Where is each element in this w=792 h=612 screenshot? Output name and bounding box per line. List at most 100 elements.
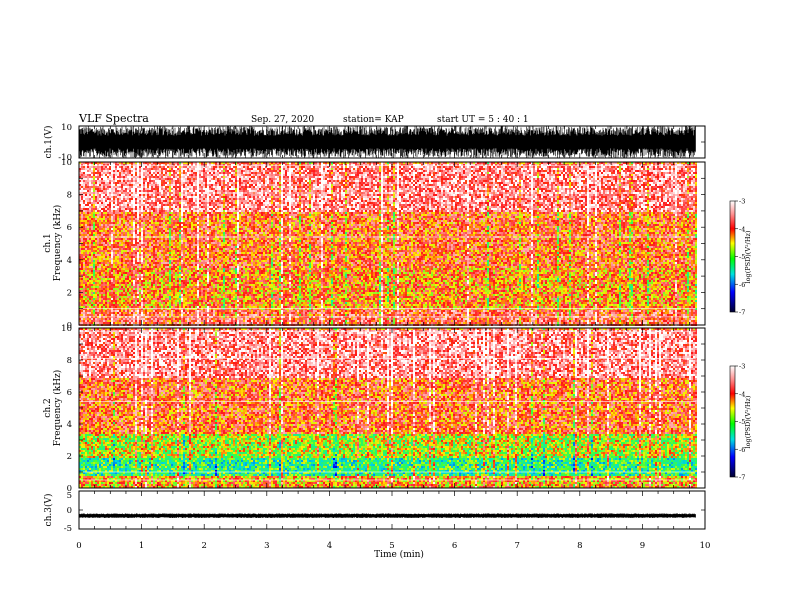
ch1-spectrogram-cells: [345, 238, 347, 240]
ch2-spectrogram-cells: [681, 472, 683, 474]
ch1-spectrogram-cells: [271, 258, 273, 260]
ch2-spectrogram-cells: [335, 462, 337, 464]
ch2-spectrogram-cells: [105, 330, 685, 448]
ch2-spectrogram-cells: [83, 380, 687, 488]
start-time-label: start UT = 5 : 40 : 1: [437, 115, 529, 125]
time-axis-tick-label: 6: [452, 541, 457, 551]
ch2-spectrogram-cells: [261, 462, 277, 466]
ch1-spectrogram-cells: [387, 288, 389, 290]
ch1-spectrogram-cells: [235, 270, 237, 272]
ch3-waveform-trace: [79, 513, 696, 518]
ch1-spectrogram-cells: [169, 278, 171, 280]
ch2-spectrogram-cells: [333, 462, 335, 464]
ch2-spectrogram-cells: [113, 458, 115, 460]
ch2-spectrogram-ticks: [78, 327, 706, 489]
ch2-spectrogram-cells: [571, 466, 573, 468]
ch1-colorbar-label: log(PSD)(V²/Hz): [744, 230, 752, 283]
ch2-spectrogram-cells: [335, 474, 337, 476]
ch1-spectrogram-yticklabels: 0 2 4 6 8 10: [61, 158, 72, 331]
ch1-spectrogram-cells: [93, 214, 95, 216]
ch1-spectrogram-cells: [271, 278, 273, 280]
ch1-spectrogram-cells: [79, 162, 675, 324]
ch2-spectrogram-cells: [333, 402, 335, 404]
ch1-spectrogram-cells: [629, 250, 631, 252]
ch1-waveform-panel: 10 -10 ch.1(V): [43, 123, 706, 163]
ch2-spectrogram-cells: [99, 328, 697, 456]
ch2-spectrogram-cells: [113, 434, 639, 478]
ch1-spectrogram-cells: [91, 162, 691, 326]
ch2-colorbar-tick-label: -3: [739, 363, 745, 371]
ch3-ytick-bottom: -5: [64, 524, 72, 534]
ch2-spectrogram-cells: [337, 474, 339, 476]
ch2-spectrogram-cells: [591, 472, 593, 474]
ch1-spectrogram-cells: [387, 284, 389, 286]
ch2-spectrogram-cells: [335, 472, 337, 474]
ch1-colorbar-ticks: -3 -4 -5 -6 -7: [735, 198, 745, 317]
ch1-spectrogram-cells: [91, 166, 601, 306]
time-axis-tick-label: 2: [201, 541, 206, 551]
ch1-spectrogram-cells: [631, 286, 633, 288]
ch2-spectrogram-cells: [435, 468, 437, 470]
ch1-spectrogram-cells: [93, 270, 95, 272]
ch1-spectrogram-cells: [647, 284, 649, 286]
ch1-spectrogram-cells: [159, 164, 669, 318]
ch2-spectrogram-cells: [573, 458, 575, 460]
ch2-spectrogram-cells: [671, 458, 673, 460]
ch1-spectrogram-cells: [387, 268, 389, 270]
time-axis-tick-label: 0: [76, 541, 81, 551]
ch1-spectrogram-cells: [537, 284, 539, 286]
ch1-spectrogram-cells: [687, 216, 689, 218]
time-axis-tick-label: 7: [514, 541, 519, 551]
ch2-spectrogram-cells: [117, 458, 523, 476]
date-label: Sep. 27, 2020: [251, 115, 314, 125]
ch1-spectrogram-cells: [393, 240, 395, 242]
ch1-spectrogram-ylabel: ch.1: [43, 233, 53, 252]
ch2-spectrogram-cells: [543, 474, 545, 476]
ch2-spectrogram-cells: [107, 484, 109, 486]
ch1-spectrogram-ytick-label: 0: [67, 321, 72, 331]
ch2-spectrogram-cells: [87, 330, 693, 408]
ch1-waveform-ylabel: ch.1(V): [43, 126, 54, 159]
ch2-spectrogram-ylabel-frequency: Frequency (kHz): [52, 370, 63, 447]
ch2-spectrogram-cells: [477, 458, 479, 460]
ch2-spectrogram-cells: [543, 460, 545, 462]
ch2-spectrogram-cells: [169, 458, 653, 474]
ch1-spectrogram-cells: [93, 272, 95, 274]
ch1-colorbar-gradient: [729, 200, 736, 313]
ch2-spectrogram-cells: [573, 444, 575, 446]
ch2-spectrogram-cells: [85, 330, 683, 488]
ch1-spectrogram-cells: [309, 274, 311, 276]
ch1-spectrogram-cells: [331, 282, 333, 284]
ch2-spectrogram-cells: [537, 460, 539, 462]
ch1-spectrogram-cells: [81, 204, 683, 306]
time-axis-tick-label: 1: [139, 541, 144, 551]
ch2-spectrogram-cells: [87, 332, 695, 464]
ch3-waveform-frame: [78, 490, 706, 530]
ch2-spectrogram-cells: [131, 406, 133, 408]
ch1-colorbar-tick-label: -7: [739, 309, 745, 317]
ch2-spectrogram-cells: [85, 328, 689, 482]
ch1-spectrogram-cells: [87, 162, 681, 316]
ch2-spectrogram-ytick-label: 2: [67, 452, 72, 462]
ch1-spectrogram-cells: [79, 164, 691, 326]
ch1-ytick-top: 10: [61, 123, 72, 133]
ch2-spectrogram-cells: [87, 458, 89, 460]
ch1-spectrogram-cells: [393, 286, 395, 288]
ch2-spectrogram-cells: [333, 464, 335, 466]
ch2-spectrogram-cells: [545, 466, 547, 468]
ch1-spectrogram-cells: [345, 256, 347, 258]
ch1-spectrogram-cells: [695, 290, 697, 292]
ch1-spectrogram-cells: [109, 174, 693, 318]
ch1-spectrogram-cells: [93, 162, 693, 324]
ch2-spectrogram-cells: [215, 470, 217, 472]
ch3-ytick-middle: 0: [67, 506, 72, 516]
ch1-spectrogram-cells: [651, 280, 653, 282]
ch2-spectrogram-cells: [471, 458, 473, 460]
ch1-spectrogram-image: [79, 162, 697, 326]
ch1-spectrogram-ytick-label: 4: [67, 256, 72, 266]
ch1-spectrogram-cells: [87, 162, 683, 324]
ch2-spectrogram-cells: [113, 464, 115, 466]
ch1-spectrogram-cells: [279, 276, 281, 278]
ch1-spectrogram-cells: [93, 252, 95, 254]
